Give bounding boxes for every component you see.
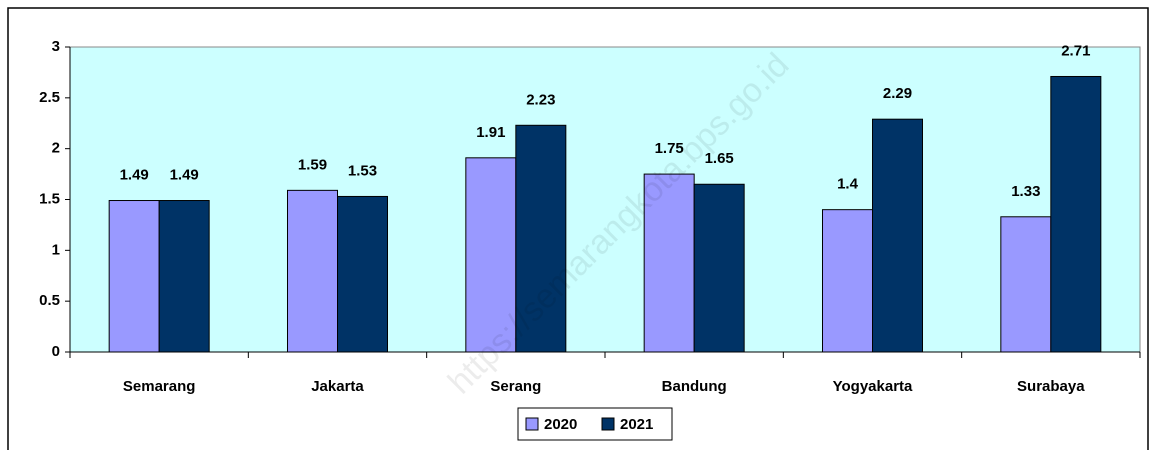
x-tick-label: Surabaya — [1017, 378, 1085, 395]
plot-area — [69, 46, 1141, 353]
data-label: 1.49 — [120, 166, 149, 183]
y-tick-label: 1 — [52, 241, 60, 258]
y-tick-label: 2 — [52, 140, 60, 157]
data-label: 1.59 — [298, 156, 327, 173]
x-tick-label: Jakarta — [311, 378, 364, 395]
legend-swatch — [601, 417, 615, 431]
data-label: 2.71 — [1061, 42, 1090, 59]
data-label: 1.91 — [476, 124, 505, 141]
data-label: 1.65 — [705, 150, 734, 167]
data-label: 1.53 — [348, 162, 377, 179]
bar — [822, 209, 873, 353]
y-tick-label: 0 — [52, 343, 60, 360]
y-tick-label: 0.5 — [39, 292, 60, 309]
data-label: 1.4 — [837, 176, 859, 193]
legend-box — [517, 407, 673, 441]
bar — [465, 157, 517, 353]
data-label: 2.23 — [526, 91, 555, 108]
y-tick-label: 1.5 — [39, 190, 60, 207]
y-tick-label: 2.5 — [39, 89, 60, 106]
x-tick-label: Bandung — [662, 378, 727, 395]
x-tick-label: Serang — [490, 378, 541, 395]
legend-label: 2021 — [620, 416, 653, 433]
data-label: 1.75 — [655, 140, 684, 157]
bar — [337, 195, 388, 353]
data-label: 2.29 — [883, 85, 912, 102]
y-tick-label: 3 — [52, 38, 60, 55]
bar — [643, 173, 695, 353]
x-tick-label: Semarang — [123, 378, 196, 395]
bar — [515, 124, 567, 353]
data-label: 1.33 — [1011, 183, 1040, 200]
bar — [1000, 216, 1052, 353]
bar — [108, 200, 160, 353]
bar — [872, 118, 923, 353]
bar — [158, 200, 210, 353]
data-label: 1.49 — [170, 166, 199, 183]
bar — [693, 183, 745, 353]
legend-swatch — [525, 417, 539, 431]
bar — [287, 189, 338, 353]
bar — [1050, 75, 1102, 353]
legend-label: 2020 — [544, 416, 577, 433]
x-tick-label: Yogyakarta — [833, 378, 913, 395]
